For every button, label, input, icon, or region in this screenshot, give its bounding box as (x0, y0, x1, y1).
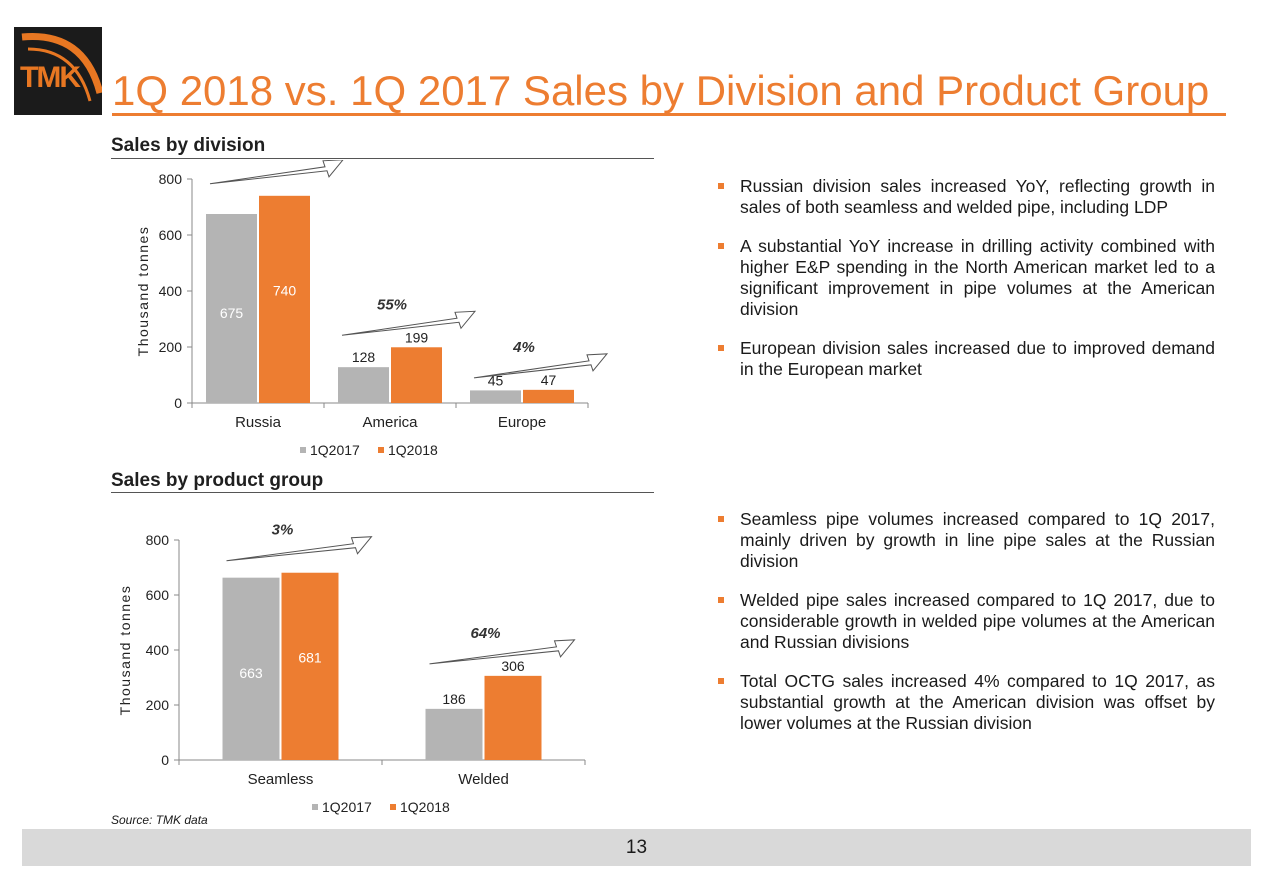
bar-1Q2017 (425, 708, 483, 760)
y-tick-label: 400 (159, 283, 183, 299)
y-tick-label: 200 (146, 697, 170, 713)
y-tick-label: 0 (174, 395, 182, 411)
logo-swoosh (21, 32, 102, 102)
division-bullet: Russian division sales increased YoY, re… (718, 176, 1215, 218)
legend-swatch-1Q2017 (300, 447, 306, 453)
bar-1Q2017 (206, 214, 257, 403)
bar-1Q2018 (391, 347, 442, 403)
y-tick-label: 600 (159, 227, 183, 243)
bullet-marker (718, 516, 724, 522)
y-tick-label: 800 (146, 532, 170, 548)
section-heading-product: Sales by product group (111, 470, 324, 491)
data-label-1Q2017: 128 (352, 349, 376, 365)
division-sales-chart: 0 200 400 600 800 Thousand tonnes Russia 675 740… (135, 160, 609, 458)
product-bullets: Seamless pipe volumes increased compared… (718, 509, 1215, 752)
section-heading-division: Sales by division (111, 135, 266, 156)
data-label-1Q2017: 663 (239, 665, 263, 681)
bar-1Q2018 (484, 675, 542, 760)
data-label-1Q2018: 306 (501, 658, 525, 674)
data-label-1Q2017: 45 (488, 372, 504, 388)
page-number: 13 (625, 837, 648, 858)
data-label-1Q2018: 681 (298, 650, 322, 666)
data-label-1Q2018: 47 (541, 372, 557, 388)
growth-label: 64% (470, 625, 500, 642)
growth-label: 10% (245, 160, 275, 162)
section-rule-division (111, 158, 654, 159)
growth-arrow (341, 310, 477, 336)
legend-label: 1Q2018 (400, 799, 450, 815)
category-label: Russia (235, 414, 282, 431)
logo-text: TMK (20, 61, 81, 94)
category-label: America (362, 414, 418, 431)
bullet-text: A substantial YoY increase in drilling a… (740, 236, 1215, 319)
bar-1Q2018 (281, 572, 339, 760)
bullet-text: European division sales increased due to… (740, 338, 1215, 379)
bullet-text: Seamless pipe volumes increased compared… (740, 509, 1215, 571)
section-rule-product (111, 492, 654, 493)
growth-arrow (473, 353, 609, 379)
source-note: Source: TMK data (111, 813, 208, 827)
y-axis-label: Thousand tonnes (117, 585, 133, 716)
y-tick-label: 400 (146, 642, 170, 658)
category-label: Welded (458, 771, 509, 788)
category-label: Europe (498, 414, 546, 431)
growth-arrow (226, 536, 373, 562)
y-tick-label: 0 (161, 752, 169, 768)
y-tick-label: 600 (146, 587, 170, 603)
legend-label: 1Q2017 (322, 799, 372, 815)
bullet-text: Russian division sales increased YoY, re… (740, 176, 1215, 217)
y-tick-label: 800 (159, 171, 183, 187)
footer-bar: 13 (22, 829, 1251, 866)
bar-1Q2018 (259, 195, 310, 403)
growth-label: 3% (272, 522, 294, 539)
bar-1Q2017 (338, 367, 389, 403)
bar-1Q2018 (523, 389, 574, 403)
bullet-marker (718, 243, 724, 249)
title-underline (112, 113, 1226, 116)
y-axis-label: Thousand tonnes (135, 226, 151, 357)
growth-label: 4% (512, 339, 535, 356)
bullet-marker (718, 345, 724, 351)
legend-label: 1Q2018 (388, 442, 438, 458)
bullet-text: Welded pipe sales increased compared to … (740, 590, 1215, 652)
category-label: Seamless (248, 771, 314, 788)
tmk-logo: TMK (14, 27, 102, 115)
division-bullet: A substantial YoY increase in drilling a… (718, 236, 1215, 320)
product-bullet: Seamless pipe volumes increased compared… (718, 509, 1215, 572)
division-bullet: European division sales increased due to… (718, 338, 1215, 380)
bullet-marker (718, 597, 724, 603)
bar-1Q2017 (222, 577, 280, 760)
legend-label: 1Q2017 (310, 442, 360, 458)
data-label-1Q2018: 740 (273, 282, 297, 298)
data-label-1Q2017: 675 (220, 305, 244, 321)
y-tick-label: 200 (159, 339, 183, 355)
legend-swatch-1Q2018 (390, 804, 396, 810)
legend-swatch-1Q2018 (378, 447, 384, 453)
division-bullets: Russian division sales increased YoY, re… (718, 176, 1215, 398)
data-label-1Q2017: 186 (442, 691, 466, 707)
product-bullet: Welded pipe sales increased compared to … (718, 590, 1215, 653)
growth-label: 55% (377, 296, 407, 313)
legend-swatch-1Q2017 (312, 804, 318, 810)
data-label-1Q2018: 199 (405, 329, 429, 345)
product-bullet: Total OCTG sales increased 4% compared t… (718, 671, 1215, 734)
bar-1Q2017 (470, 390, 521, 403)
growth-arrow (429, 639, 576, 665)
bullet-text: Total OCTG sales increased 4% compared t… (740, 671, 1215, 733)
bullet-marker (718, 183, 724, 189)
growth-arrow (209, 160, 344, 185)
product-sales-chart: 0 200 400 600 800 Thousand tonnes Seamless 663 6… (117, 522, 586, 815)
bullet-marker (718, 678, 724, 684)
page-title: 1Q 2018 vs. 1Q 2017 Sales by Division an… (112, 67, 1210, 114)
